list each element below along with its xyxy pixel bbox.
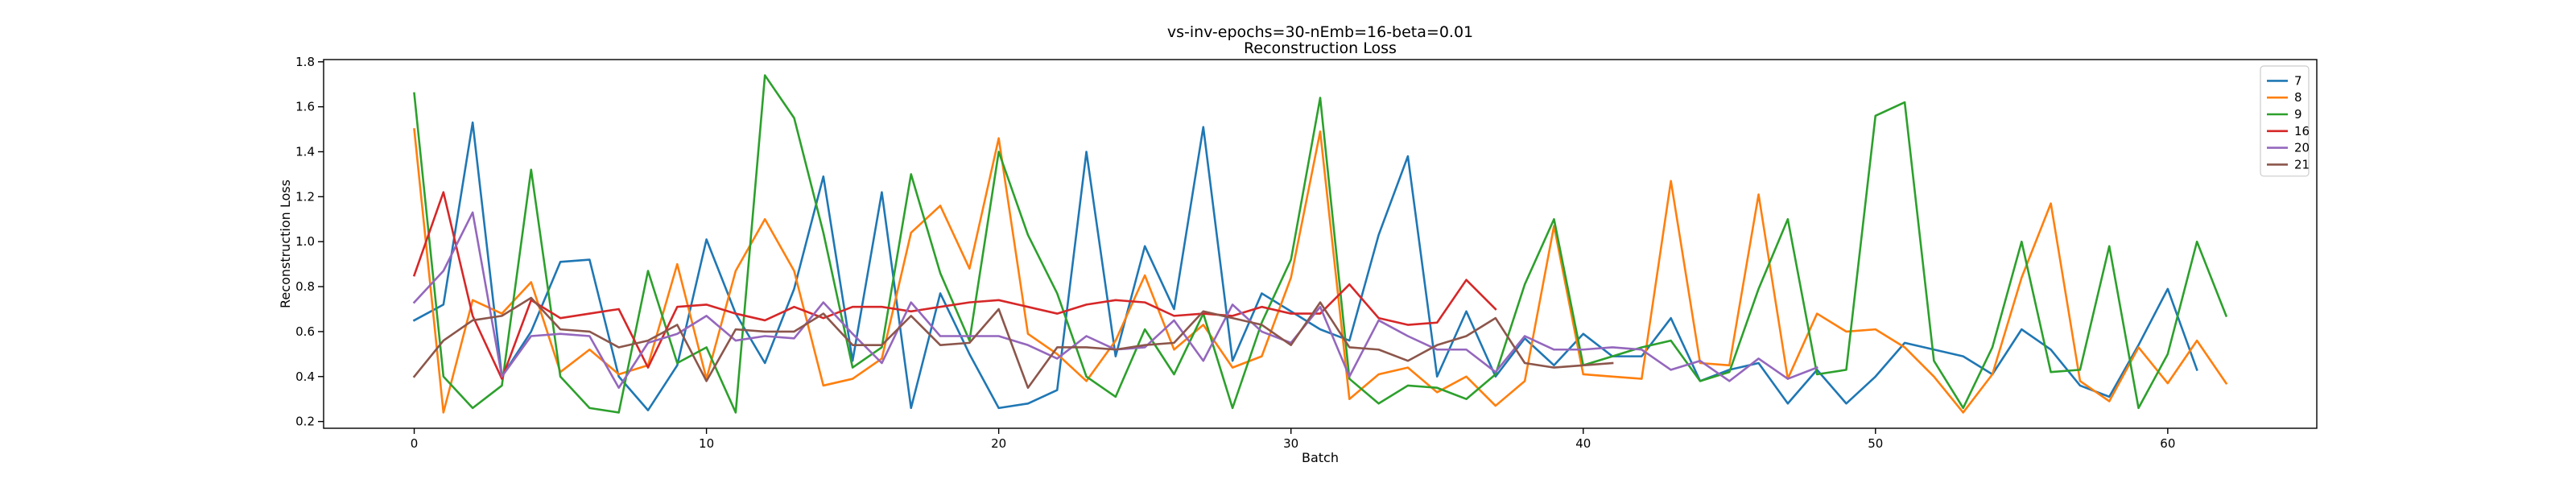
y-tick-label: 0.8 bbox=[295, 279, 315, 294]
y-tick-label: 0.2 bbox=[295, 415, 315, 429]
y-tick-label: 1.2 bbox=[295, 189, 315, 204]
series-line-9 bbox=[413, 74, 2228, 414]
legend-label-20: 20 bbox=[2294, 141, 2310, 155]
legend: 7 8 9 16 20 21 bbox=[2260, 65, 2310, 177]
x-tick-label: 0 bbox=[411, 436, 419, 451]
y-tick-label: 1.6 bbox=[295, 100, 315, 114]
chart-subtitle: Reconstruction Loss bbox=[1244, 39, 1397, 57]
x-tick-label: 20 bbox=[991, 436, 1006, 451]
chart-title: vs-inv-epochs=30-nEmb=16-beta=0.01 bbox=[1167, 23, 1473, 41]
x-tick-label: 60 bbox=[2160, 436, 2175, 451]
plot-frame bbox=[323, 59, 2318, 429]
x-tick-label: 30 bbox=[1283, 436, 1298, 451]
y-axis-label: Reconstruction Loss bbox=[278, 180, 293, 308]
x-tick-label: 40 bbox=[1575, 436, 1591, 451]
legend-label-8: 8 bbox=[2294, 90, 2302, 105]
axes-layer: 0 10 20 30 40 50 60 0.2 0.4 0.6 0.8 1.0 1.2 1.4 1.6 1.8 bbox=[295, 55, 2318, 451]
legend-label-7: 7 bbox=[2294, 73, 2302, 88]
legend-label-9: 9 bbox=[2294, 107, 2302, 122]
y-tick-label: 0.6 bbox=[295, 324, 315, 339]
y-tick-label: 1.0 bbox=[295, 234, 315, 249]
legend-label-21: 21 bbox=[2294, 157, 2310, 171]
x-tick-label: 10 bbox=[699, 436, 714, 451]
x-tick-label: 50 bbox=[1868, 436, 1883, 451]
x-axis-label: Batch bbox=[1302, 450, 1339, 465]
series-line-7 bbox=[412, 121, 2198, 411]
y-tick-label: 1.4 bbox=[295, 145, 315, 159]
legend-label-16: 16 bbox=[2294, 124, 2310, 138]
y-tick-label: 1.8 bbox=[295, 55, 315, 69]
series-layer bbox=[412, 74, 2228, 414]
series-line-8 bbox=[413, 128, 2228, 414]
y-tick-label: 0.4 bbox=[295, 369, 315, 384]
series-line-21 bbox=[412, 296, 1614, 390]
